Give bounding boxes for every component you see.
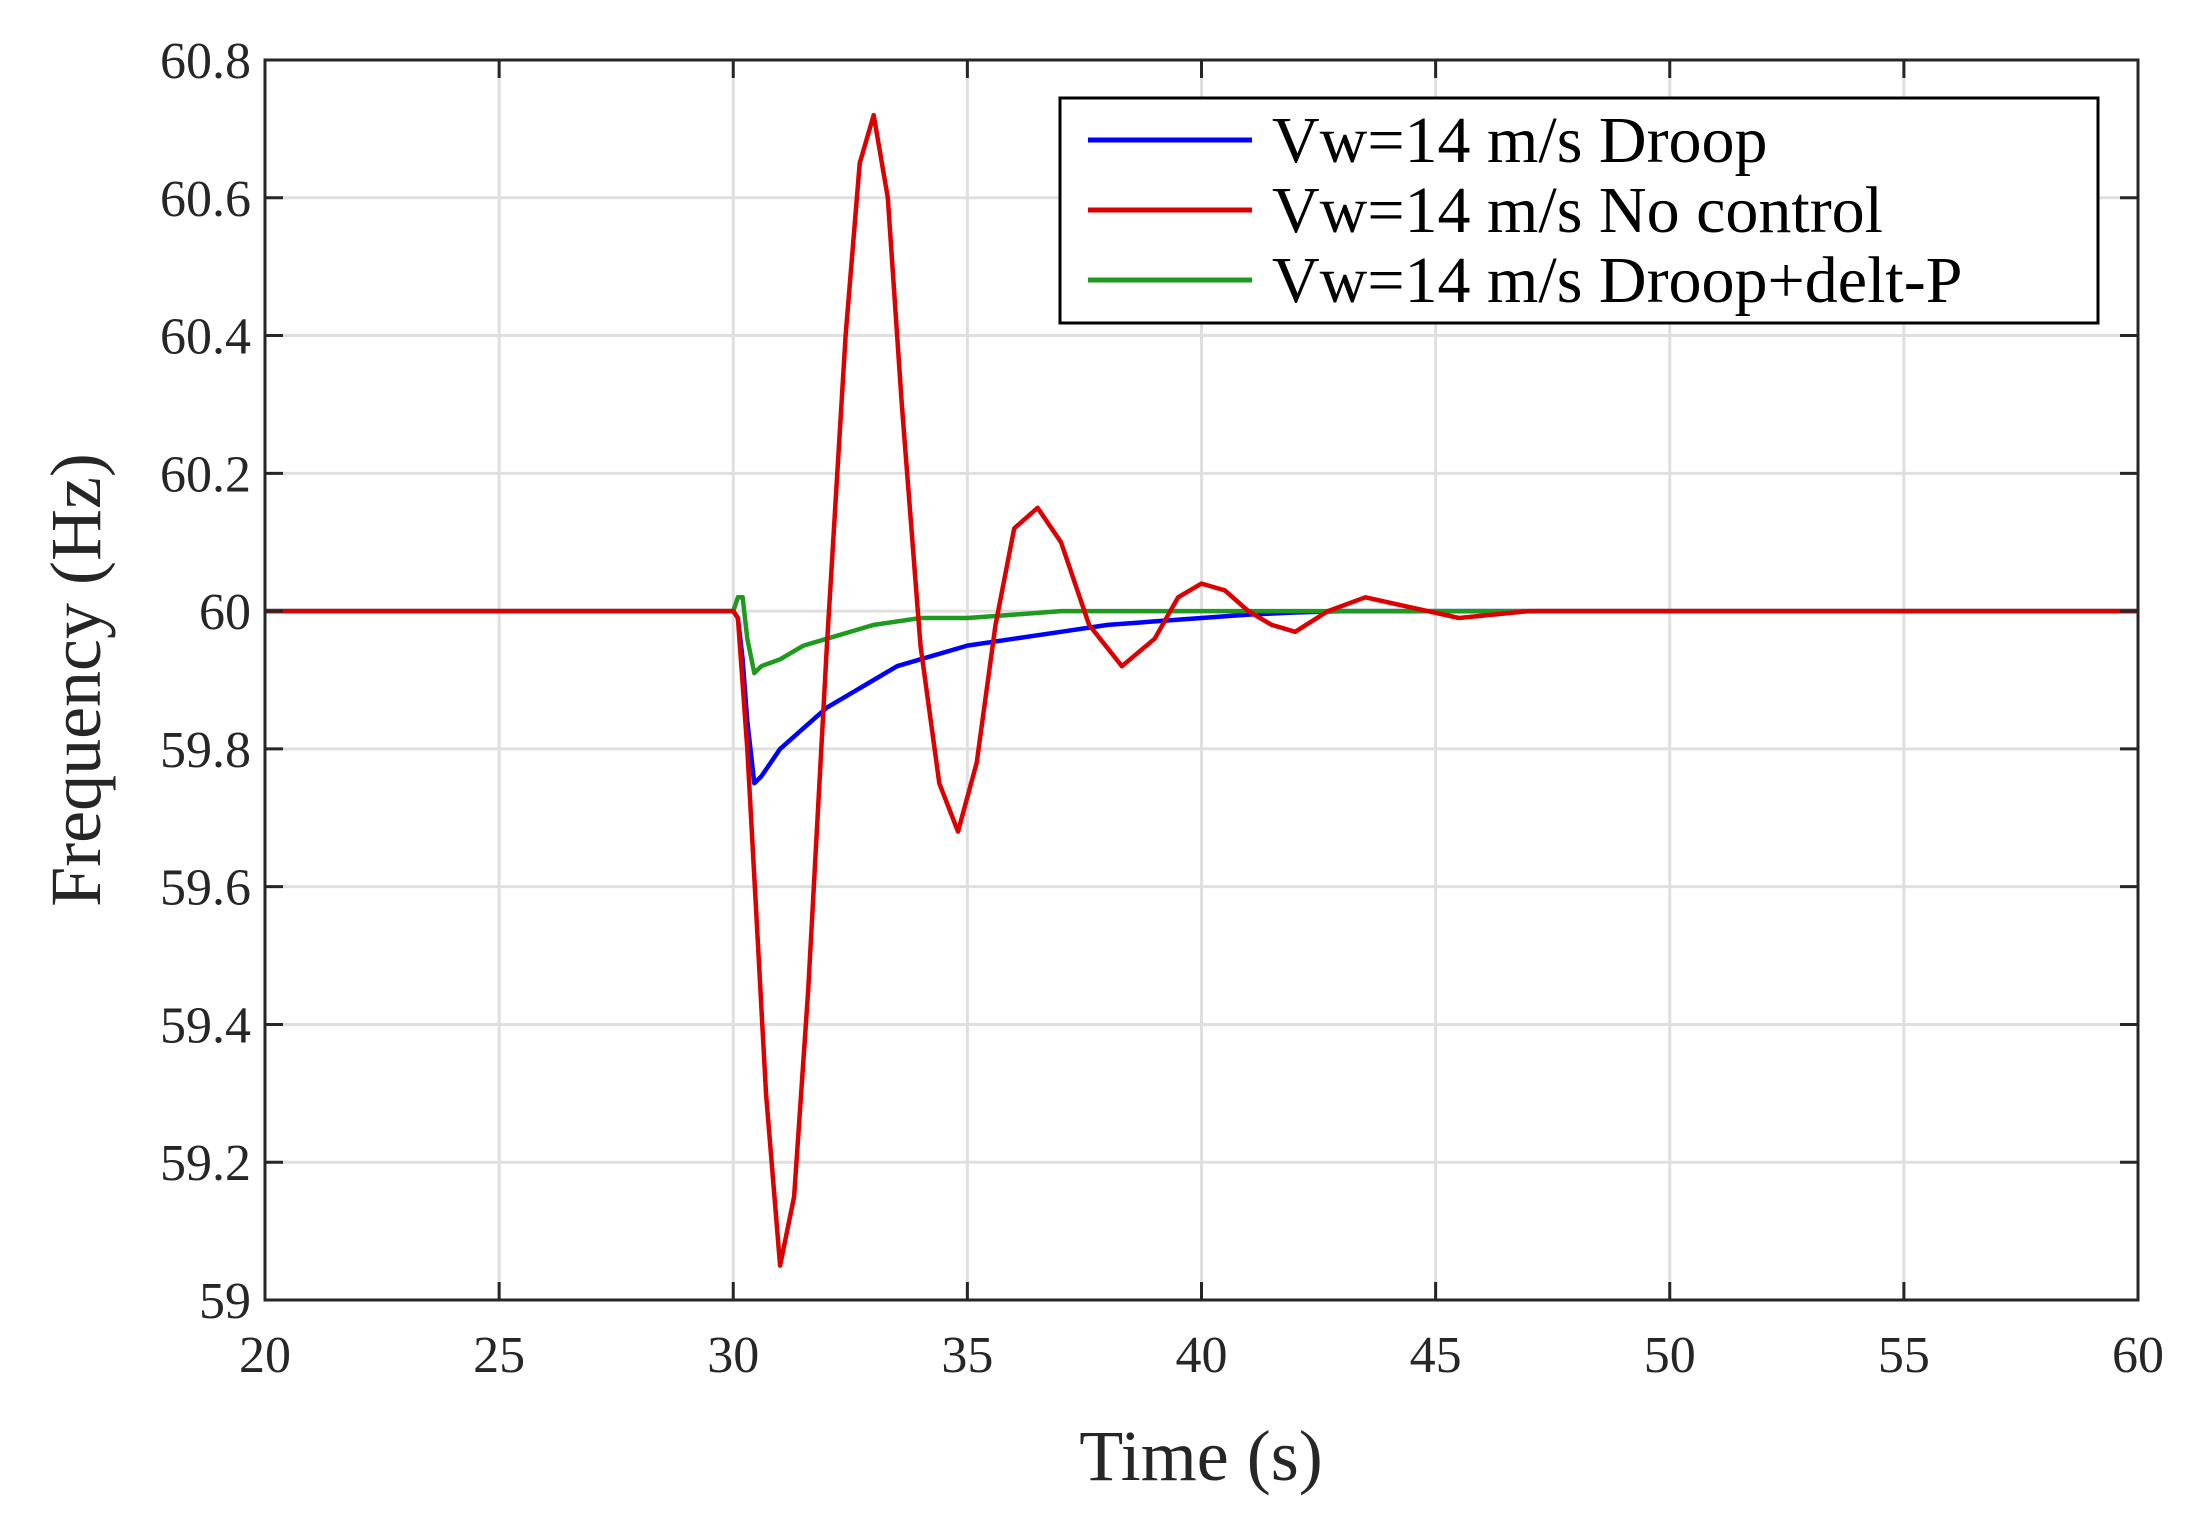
ticks [263, 58, 2140, 1302]
x-tick-label: 30 [707, 1327, 759, 1384]
y-tick-label: 59.2 [160, 1135, 251, 1192]
legend-label: Vw=14 m/s No control [1272, 174, 1883, 247]
x-tick-label: 45 [1410, 1327, 1462, 1384]
x-axis-label: Time (s) [1079, 1416, 1322, 1496]
legend-label: Vw=14 m/s Droop [1272, 104, 1768, 177]
series-line-1 [265, 112, 2138, 1268]
x-tick-label: 35 [941, 1327, 993, 1384]
x-tick-label: 20 [239, 1327, 291, 1384]
y-tick-label: 59.8 [160, 722, 251, 779]
y-tick-label: 60 [199, 584, 251, 641]
legend-label: Vw=14 m/s Droop+delt-P [1272, 244, 1962, 317]
y-tick-label: 59.4 [160, 997, 251, 1054]
x-tick-label: 60 [2112, 1327, 2164, 1384]
y-tick-label: 59 [199, 1273, 251, 1330]
x-tick-label: 25 [473, 1327, 525, 1384]
x-tick-labels: 20 25 30 35 40 45 50 55 60 [239, 1327, 2164, 1384]
y-tick-label: 59.6 [160, 860, 251, 917]
series-group [265, 112, 2138, 1268]
y-tick-label: 60.4 [160, 309, 251, 366]
y-tick-labels: 59 59.2 59.4 59.6 59.8 60 60.2 60.4 60.6 60.8 [160, 33, 251, 1330]
x-tick-label: 50 [1644, 1327, 1696, 1384]
y-tick-label: 60.2 [160, 446, 251, 503]
x-tick-label: 55 [1878, 1327, 1930, 1384]
series-line-2 [265, 595, 2138, 676]
y-tick-label: 60.8 [160, 33, 251, 90]
y-tick-label: 60.6 [160, 171, 251, 228]
x-tick-label: 40 [1176, 1327, 1228, 1384]
y-axis-label: Frequency (Hz) [36, 453, 116, 907]
